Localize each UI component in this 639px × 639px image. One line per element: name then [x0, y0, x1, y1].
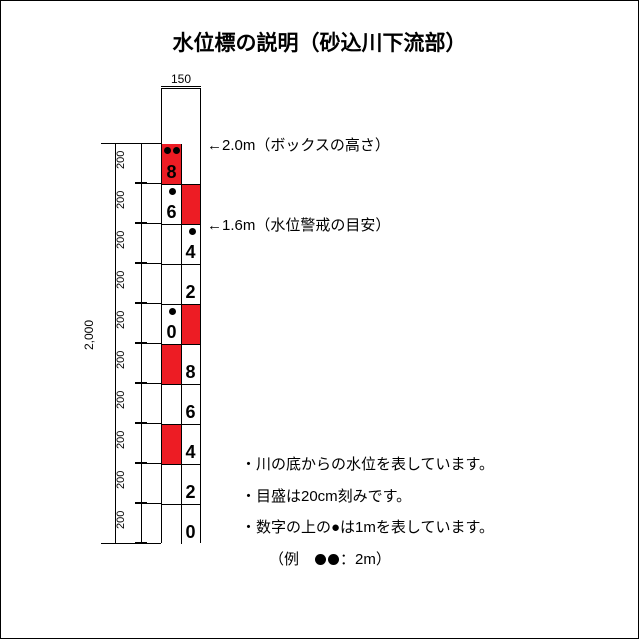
- segment-digit: 6: [162, 202, 181, 223]
- callout-label: ←2.0m（ボックスの高さ）: [207, 134, 390, 155]
- top-width-label: 150: [161, 72, 201, 86]
- segment-dimension: 200: [127, 263, 147, 303]
- segment-right: [181, 185, 200, 224]
- gauge-segment: 8: [162, 144, 200, 184]
- segment-dim-label: 200: [115, 231, 127, 249]
- segment-dim-label: 200: [115, 351, 127, 369]
- segment-dim-label: 200: [115, 391, 127, 409]
- gauge-segment: 0: [162, 304, 200, 344]
- example-suffix: ：2m）: [340, 551, 391, 568]
- segment-digit: 2: [181, 282, 200, 303]
- note-line: ・数字の上の●は1mを表しています。: [241, 512, 494, 544]
- segment-left: [162, 225, 181, 264]
- segment-dimension: 200: [127, 183, 147, 223]
- explanation-notes: ・川の底からの水位を表しています。・目盛は20cm刻みです。・数字の上の●は1m…: [241, 449, 494, 575]
- segment-left: [162, 385, 181, 424]
- segment-left: [162, 425, 181, 464]
- note-line: ・目盛は20cm刻みです。: [241, 481, 494, 513]
- gauge-segment: 0: [162, 504, 200, 544]
- segment-right: [181, 144, 200, 184]
- gauge-segment: 6: [162, 184, 200, 224]
- top-width-underline: [161, 86, 201, 87]
- gauge-segment: 4: [162, 424, 200, 464]
- gauge-segment: 6: [162, 384, 200, 424]
- gauge-segment: 4: [162, 224, 200, 264]
- segment-dimension: 200: [127, 463, 147, 503]
- segment-dim-label: 200: [115, 191, 127, 209]
- segment-dim-label: 200: [115, 271, 127, 289]
- segment-dim-label: 200: [115, 511, 127, 529]
- segment-left: [162, 465, 181, 504]
- segment-digit: 6: [181, 402, 200, 423]
- meter-dot-icon: [169, 188, 176, 195]
- segment-digit: 4: [181, 242, 200, 263]
- segment-dimension: 200: [127, 383, 147, 423]
- segment-digit: 0: [181, 522, 200, 543]
- diagram-title: 水位標の説明（砂込川下流部）: [1, 27, 638, 57]
- meter-dot-icon: [189, 228, 196, 235]
- segment-dim-label: 200: [115, 311, 127, 329]
- segment-right: [181, 305, 200, 344]
- gauge-segment: 8: [162, 344, 200, 384]
- example-prefix: （例: [269, 551, 314, 568]
- callout-label: ←1.6m（水位警戒の目安）: [207, 214, 390, 235]
- water-gauge: 8642086420: [161, 88, 201, 543]
- overall-dim-label: 2,000: [82, 320, 96, 350]
- gauge-segment: 2: [162, 264, 200, 304]
- note-example: （例 ：2m）: [241, 544, 494, 576]
- segment-dim-label: 200: [115, 471, 127, 489]
- segment-dimension: 200: [127, 343, 147, 383]
- segment-dimension: 200: [127, 503, 147, 543]
- segment-digit: 8: [162, 162, 181, 183]
- segment-dimension: 200: [127, 223, 147, 263]
- segment-digit: 2: [181, 482, 200, 503]
- segment-dim-label: 200: [115, 151, 127, 169]
- segment-left: [162, 505, 181, 544]
- segment-dimension: 200: [127, 143, 147, 183]
- note-line: ・川の底からの水位を表しています。: [241, 449, 494, 481]
- meter-dot-icon: [169, 308, 176, 315]
- gauge-segment: 2: [162, 464, 200, 504]
- segment-digit: 4: [181, 442, 200, 463]
- segment-left: [162, 265, 181, 304]
- segment-dimension: 200: [127, 423, 147, 463]
- segment-digit: 8: [181, 362, 200, 383]
- example-dot-icon: [315, 554, 326, 565]
- meter-dot-icon: [164, 147, 171, 154]
- segment-dimension: 200: [127, 303, 147, 343]
- segment-dim-label: 200: [115, 431, 127, 449]
- segment-digit: 0: [162, 322, 181, 343]
- segment-left: [162, 345, 181, 384]
- example-dot-icon: [328, 554, 339, 565]
